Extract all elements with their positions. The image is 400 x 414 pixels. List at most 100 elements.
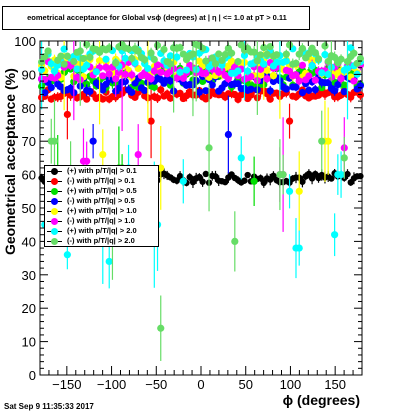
data-point xyxy=(282,57,290,65)
data-point xyxy=(260,60,268,68)
data-point xyxy=(179,50,187,58)
data-point xyxy=(250,177,258,185)
legend-entry-0: (+) with p/T/|q| > 0.1 xyxy=(45,166,158,176)
y-tick-label: 80 xyxy=(22,101,36,116)
x-tick-label: 0 xyxy=(197,377,204,392)
data-point xyxy=(199,178,206,185)
data-point xyxy=(266,87,274,95)
data-point xyxy=(337,171,345,179)
data-point xyxy=(299,178,306,185)
data-point xyxy=(356,54,364,63)
legend-marker xyxy=(51,238,58,245)
data-point xyxy=(324,57,332,66)
data-point xyxy=(102,55,110,63)
data-point xyxy=(256,51,265,59)
data-point xyxy=(266,42,274,51)
data-point xyxy=(270,172,277,179)
data-point xyxy=(221,51,229,59)
data-point xyxy=(50,67,59,75)
data-point xyxy=(57,52,65,60)
data-point xyxy=(337,55,345,63)
data-point xyxy=(166,94,175,102)
x-tick-label: 150 xyxy=(324,377,346,392)
data-point xyxy=(305,50,313,58)
data-point xyxy=(208,54,216,62)
data-point xyxy=(83,61,91,69)
y-tick-label: 0 xyxy=(29,368,36,383)
data-point xyxy=(176,89,184,97)
legend-label: (+) with p/T/|q| > 2.0 xyxy=(67,226,137,235)
data-point xyxy=(196,173,203,181)
data-point xyxy=(337,75,345,83)
data-point xyxy=(86,87,94,95)
data-point xyxy=(224,75,232,83)
data-point xyxy=(92,68,100,76)
data-point xyxy=(147,49,155,57)
data-point xyxy=(321,42,329,50)
data-point xyxy=(83,40,91,49)
data-point xyxy=(102,63,110,71)
data-point xyxy=(179,177,187,185)
legend-entry-6: (+) with p/T/|q| > 2.0 xyxy=(45,226,158,236)
data-point xyxy=(173,53,181,61)
y-tick-label: 30 xyxy=(22,268,36,283)
data-point xyxy=(147,117,155,125)
data-point xyxy=(298,61,307,69)
data-point xyxy=(157,324,165,332)
data-point xyxy=(89,137,97,145)
legend-entry-4: (+) with p/T/|q| > 1.0 xyxy=(45,206,158,216)
data-point xyxy=(227,49,236,57)
data-point xyxy=(38,58,46,66)
x-tick-label: −150 xyxy=(52,377,81,392)
data-point xyxy=(215,50,223,58)
data-point xyxy=(186,173,193,181)
data-point xyxy=(311,86,319,94)
data-point xyxy=(318,137,326,145)
data-point xyxy=(134,150,142,159)
data-point xyxy=(340,154,348,162)
data-point xyxy=(331,231,339,239)
y-tick-label: 40 xyxy=(22,234,36,249)
data-point xyxy=(150,55,158,64)
y-tick-label: 100 xyxy=(14,34,36,49)
legend: (+) with p/T/|q| > 0.1 (-) with p/T/|q| … xyxy=(44,165,159,247)
legend-marker xyxy=(51,198,58,205)
data-point xyxy=(328,175,335,182)
data-point xyxy=(166,60,175,68)
data-point xyxy=(324,78,332,87)
data-point xyxy=(260,179,267,187)
data-point xyxy=(128,88,136,96)
data-point xyxy=(218,56,226,65)
data-point xyxy=(63,110,71,119)
data-point xyxy=(70,57,78,66)
data-point xyxy=(147,75,155,83)
data-point xyxy=(234,58,242,66)
data-point xyxy=(124,45,133,53)
legend-label: (+) with p/T/|q| > 0.1 xyxy=(67,166,137,175)
data-point xyxy=(285,41,294,49)
data-point xyxy=(173,177,181,184)
data-point xyxy=(305,72,313,80)
y-axis-label: Geometrical acceptance (%) xyxy=(2,68,18,255)
y-tick-label: 50 xyxy=(22,201,36,216)
data-point xyxy=(99,150,107,159)
data-point xyxy=(150,83,158,91)
data-point xyxy=(157,68,165,76)
data-point xyxy=(153,94,162,102)
data-point xyxy=(295,244,303,252)
data-point xyxy=(285,187,294,195)
y-tick-label: 90 xyxy=(22,67,36,82)
data-point xyxy=(298,44,307,53)
data-point xyxy=(121,54,129,62)
data-point xyxy=(79,54,88,63)
data-point xyxy=(263,50,271,58)
legend-entry-7: (-) with p/T/|q| > 2.0 xyxy=(45,236,158,246)
data-point xyxy=(63,251,71,259)
x-tick-label: −50 xyxy=(145,377,167,392)
data-point xyxy=(273,51,281,59)
data-point xyxy=(112,59,120,67)
x-tick-label: 100 xyxy=(280,377,302,392)
legend-label: (-) with p/T/|q| > 0.1 xyxy=(67,176,135,185)
data-point xyxy=(105,44,113,52)
